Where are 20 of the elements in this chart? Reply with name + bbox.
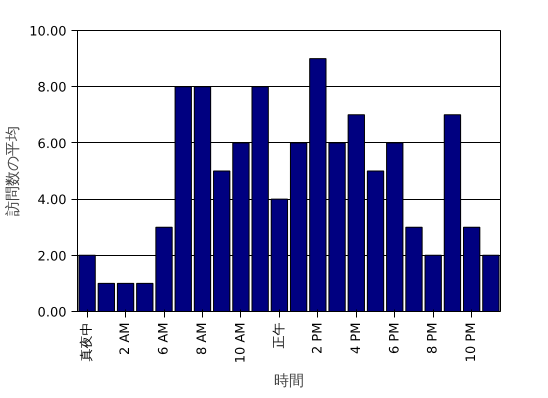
y-tick-label: 10.00 — [29, 24, 66, 40]
x-axis-title: 時間 — [274, 371, 304, 390]
x-tick-label: 真夜中 — [78, 322, 95, 362]
y-axis-title: 訪問数の平均 — [3, 126, 22, 216]
x-tick-label: 6 AM — [156, 322, 172, 356]
y-tick-label: 0.00 — [38, 306, 67, 320]
x-tick-label: 2 AM — [118, 322, 134, 356]
y-tick-label: 4.00 — [38, 193, 67, 208]
x-tick-label: 2 PM — [310, 322, 326, 354]
x-tick-label: 6 PM — [387, 322, 402, 354]
x-tick-label: 4 PM — [348, 322, 364, 354]
y-tick-label: 2.00 — [38, 249, 67, 264]
x-tick-label: 8 PM — [426, 322, 441, 354]
y-tick-label: 8.00 — [38, 80, 67, 96]
x-tick-label: 10 PM — [464, 322, 480, 362]
bar — [136, 282, 154, 312]
x-tick-label: 8 AM — [194, 322, 210, 356]
x-tick-label: 10 AM — [233, 322, 248, 364]
x-tick-label: 正午 — [272, 322, 287, 348]
y-tick-label: 6.00 — [38, 136, 67, 152]
